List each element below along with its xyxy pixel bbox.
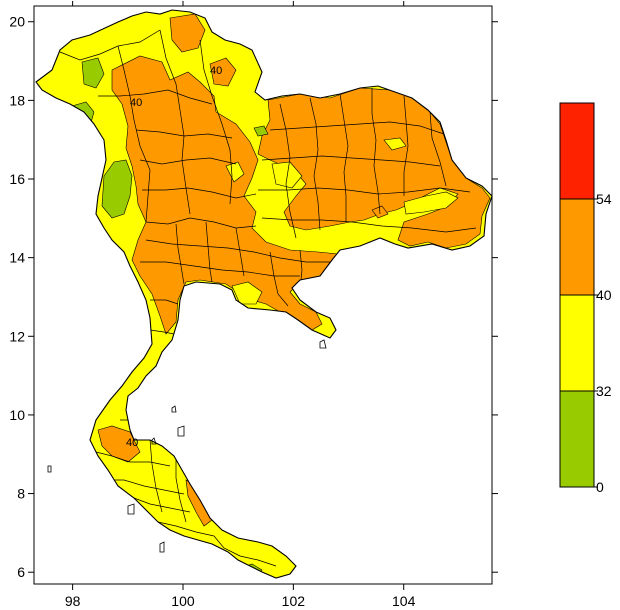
x-tick-label: 104 — [392, 593, 416, 609]
yellow-region — [231, 281, 263, 305]
y-tick-label: 18 — [9, 92, 25, 108]
y-tick-label: 6 — [17, 564, 25, 580]
x-tick-label: 100 — [171, 593, 195, 609]
contour-label: 40 — [130, 97, 142, 109]
legend-swatch — [559, 102, 595, 200]
yellow-region — [383, 137, 407, 151]
legend-label: 0 — [596, 479, 604, 495]
y-tick-label: 16 — [9, 171, 25, 187]
y-tick-label: 14 — [9, 250, 25, 266]
orange-region — [209, 57, 237, 87]
orange-region — [97, 425, 141, 463]
islands — [47, 339, 327, 553]
legend-swatch — [559, 390, 595, 488]
green-region — [253, 125, 269, 137]
y-tick-label: 10 — [9, 407, 25, 423]
y-tick-label: 12 — [9, 328, 25, 344]
legend: 54 40 32 0 — [559, 102, 612, 495]
y-tick-label: 20 — [9, 14, 25, 30]
green-region — [81, 57, 105, 89]
axes: 98 100 102 104 6 8 10 12 14 16 18 20 — [9, 1, 498, 609]
contour-label: 40 — [126, 437, 138, 449]
y-tick-label: 8 — [17, 486, 25, 502]
x-tick-label: 98 — [65, 593, 81, 609]
legend-label: 40 — [596, 287, 612, 303]
x-tick-label: 102 — [282, 593, 306, 609]
legend-label: 32 — [596, 383, 612, 399]
legend-label: 54 — [596, 191, 612, 207]
legend-swatch — [559, 198, 595, 296]
yellow-region — [271, 161, 303, 189]
legend-swatch — [559, 294, 595, 392]
contour-label: 40 — [210, 65, 222, 77]
green-region — [101, 159, 133, 219]
province-borders — [59, 29, 477, 567]
yellow-region — [403, 191, 459, 215]
